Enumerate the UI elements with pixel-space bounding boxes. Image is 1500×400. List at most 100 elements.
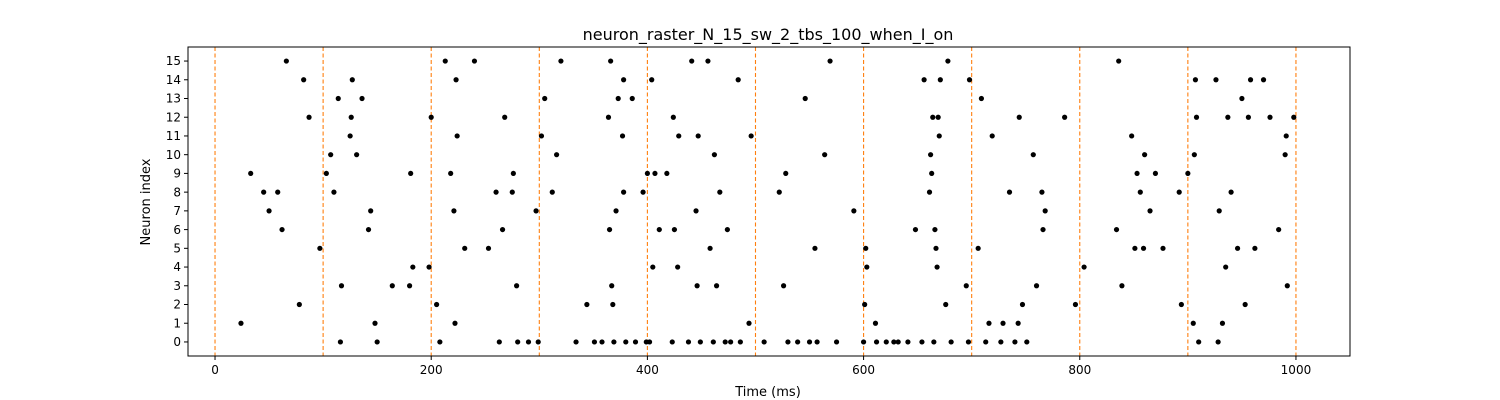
- spike-point: [930, 114, 936, 120]
- spike-point: [965, 339, 972, 345]
- spike-point: [664, 170, 670, 177]
- spike-point: [1185, 170, 1191, 177]
- spike-point: [605, 114, 612, 120]
- spike-point: [746, 320, 752, 326]
- spike-point: [707, 245, 713, 251]
- spike-point: [912, 226, 919, 233]
- spike-point: [611, 339, 617, 345]
- spike-point: [1116, 58, 1122, 64]
- spike-point: [301, 77, 307, 83]
- spike-point: [533, 208, 539, 214]
- spike-point: [453, 77, 459, 83]
- spike-point: [499, 226, 506, 233]
- spike-point: [599, 339, 605, 345]
- spike-point: [806, 339, 813, 345]
- spike-point: [347, 133, 353, 139]
- spike-point: [1000, 320, 1006, 326]
- spike-point: [317, 245, 323, 251]
- spike-point: [1190, 320, 1196, 326]
- spike-point: [1015, 320, 1021, 326]
- spike-point: [1225, 114, 1231, 120]
- spike-point: [428, 114, 434, 120]
- spike-point: [710, 339, 716, 345]
- spike-point: [676, 133, 682, 139]
- spike-point: [1216, 208, 1222, 214]
- spike-point: [669, 339, 675, 345]
- spike-point: [705, 58, 711, 64]
- spike-point: [573, 339, 579, 345]
- spike-point: [542, 95, 548, 102]
- spike-point: [615, 95, 621, 102]
- spike-point: [827, 58, 833, 64]
- spike-point: [372, 320, 378, 326]
- spike-point: [748, 133, 754, 139]
- spike-point: [933, 245, 939, 251]
- spike-point: [621, 77, 627, 83]
- spike-point: [814, 339, 820, 345]
- spike-point: [1019, 301, 1026, 308]
- spike-point: [1239, 95, 1245, 102]
- spike-point: [670, 114, 676, 120]
- spike-point: [776, 189, 782, 195]
- spike-point: [609, 283, 615, 289]
- spike-point: [606, 226, 613, 233]
- spike-point: [296, 301, 302, 308]
- y-tick-label: 8: [173, 185, 181, 199]
- x-tick-label: 1000: [1281, 363, 1312, 377]
- spike-point: [1081, 264, 1087, 270]
- spike-point: [735, 77, 741, 83]
- spike-point: [1196, 339, 1202, 345]
- spike-point: [873, 339, 880, 345]
- spike-point: [1160, 245, 1166, 251]
- spike-point: [1242, 301, 1248, 308]
- spike-point: [1012, 339, 1018, 345]
- spike-point: [1040, 226, 1046, 233]
- spike-point: [510, 170, 516, 177]
- spike-point: [644, 170, 651, 177]
- spike-point: [1024, 339, 1030, 345]
- spike-point: [349, 77, 355, 83]
- spike-point: [1140, 245, 1147, 251]
- spike-point: [1223, 264, 1229, 270]
- spike-point: [337, 339, 344, 345]
- spike-point: [608, 58, 614, 64]
- y-tick-label: 15: [166, 54, 181, 68]
- spike-point: [713, 283, 720, 289]
- spike-point: [860, 339, 867, 345]
- spike-point: [1192, 77, 1199, 83]
- spike-point: [785, 339, 791, 345]
- spike-point: [983, 339, 989, 345]
- spike-point: [448, 170, 454, 177]
- spike-point: [671, 226, 678, 233]
- spike-point: [697, 339, 703, 345]
- spike-point: [535, 339, 541, 345]
- spike-point: [931, 339, 937, 345]
- spike-point: [261, 189, 267, 195]
- spike-point: [248, 170, 254, 177]
- spike-point: [935, 114, 941, 120]
- chart-title: neuron_raster_N_15_sw_2_tbs_100_when_I_o…: [583, 25, 954, 45]
- spike-point: [266, 208, 272, 214]
- spike-point: [934, 264, 940, 270]
- spike-point: [619, 133, 626, 139]
- spike-point: [610, 301, 616, 308]
- spike-point: [509, 189, 515, 195]
- spike-point: [640, 189, 646, 195]
- spike-point: [1129, 133, 1135, 139]
- spike-point: [1291, 114, 1297, 120]
- spike-point: [685, 339, 692, 345]
- spike-point: [374, 339, 380, 345]
- spike-point: [408, 170, 414, 177]
- spike-point: [646, 339, 653, 345]
- spike-point: [437, 339, 443, 345]
- spike-point: [966, 77, 973, 83]
- spike-point: [822, 152, 828, 158]
- spike-point: [632, 339, 639, 345]
- spike-point: [675, 264, 681, 270]
- spike-point: [621, 189, 627, 195]
- spike-point: [761, 339, 767, 345]
- spike-point: [1039, 189, 1045, 195]
- spike-point: [919, 339, 925, 345]
- spike-point: [783, 170, 789, 177]
- spike-point: [1267, 114, 1273, 120]
